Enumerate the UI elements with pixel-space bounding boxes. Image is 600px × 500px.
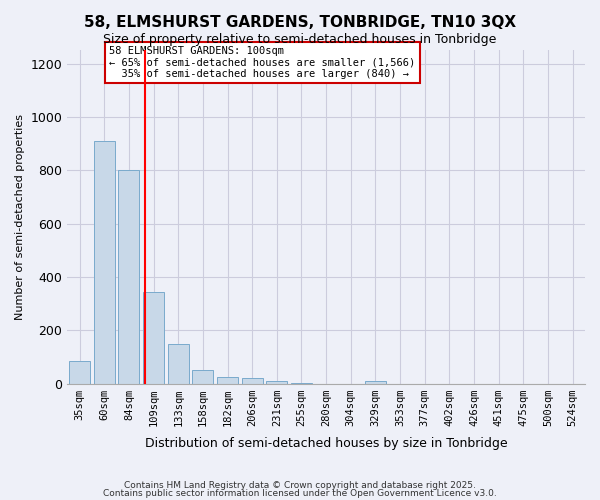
Bar	[118, 170, 139, 384]
Bar	[291, 383, 312, 384]
Bar	[242, 378, 263, 384]
Text: Size of property relative to semi-detached houses in Tonbridge: Size of property relative to semi-detach…	[103, 32, 497, 46]
Bar	[69, 361, 90, 384]
Bar	[266, 382, 287, 384]
Bar	[193, 370, 214, 384]
X-axis label: Distribution of semi-detached houses by size in Tonbridge: Distribution of semi-detached houses by …	[145, 437, 508, 450]
Bar	[365, 381, 386, 384]
Bar	[168, 344, 189, 384]
Text: Contains public sector information licensed under the Open Government Licence v3: Contains public sector information licen…	[103, 489, 497, 498]
Text: 58 ELMSHURST GARDENS: 100sqm
← 65% of semi-detached houses are smaller (1,566)
 : 58 ELMSHURST GARDENS: 100sqm ← 65% of se…	[109, 46, 415, 79]
Bar	[94, 141, 115, 384]
Bar	[143, 292, 164, 384]
Text: Contains HM Land Registry data © Crown copyright and database right 2025.: Contains HM Land Registry data © Crown c…	[124, 480, 476, 490]
Y-axis label: Number of semi-detached properties: Number of semi-detached properties	[15, 114, 25, 320]
Bar	[217, 377, 238, 384]
Text: 58, ELMSHURST GARDENS, TONBRIDGE, TN10 3QX: 58, ELMSHURST GARDENS, TONBRIDGE, TN10 3…	[84, 15, 516, 30]
